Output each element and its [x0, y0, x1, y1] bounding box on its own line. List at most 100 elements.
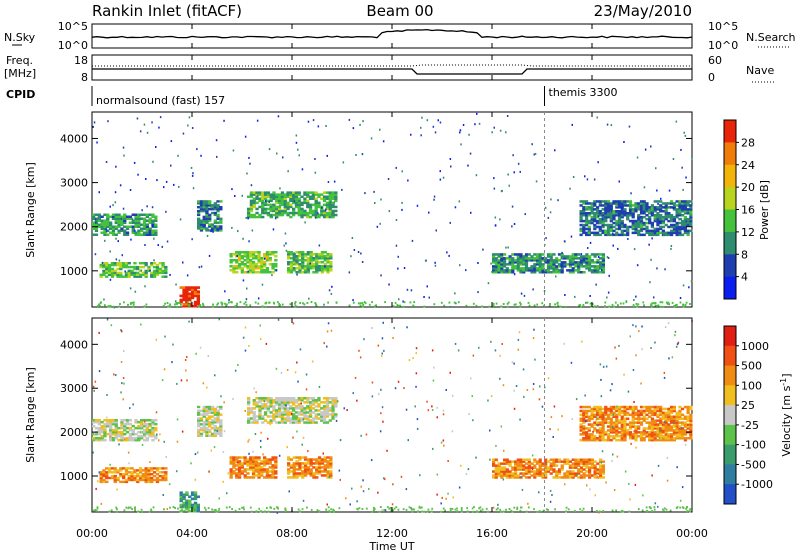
range-gate-cell: [292, 462, 296, 465]
range-gate-cell: [379, 222, 381, 225]
range-gate-cell: [678, 227, 682, 231]
range-gate-cell: [670, 429, 674, 432]
range-gate-cell: [292, 464, 296, 467]
range-gate-cell: [280, 191, 285, 194]
range-gate-cell: [516, 267, 520, 270]
range-gate-cell: [119, 265, 123, 269]
range-gate-cell: [141, 262, 145, 265]
cpid-segment-themis: themis 3300: [549, 86, 618, 99]
range-gate-cell: [604, 431, 608, 434]
range-gate-cell: [503, 470, 507, 473]
range-gate-cell: [265, 470, 270, 473]
range-gate-cell: [584, 175, 586, 178]
range-gate-cell: [179, 294, 183, 298]
range-gate-cell: [130, 273, 134, 276]
range-gate-cell: [533, 257, 537, 260]
range-gate-cell: [648, 217, 652, 221]
range-gate-cell: [280, 419, 285, 422]
range-gate-cell: [237, 265, 242, 268]
range-gate-cell: [516, 468, 520, 471]
range-gate-cell: [530, 474, 534, 477]
range-gate-cell: [260, 271, 264, 274]
range-gate-cell: [205, 409, 209, 412]
range-gate-cell: [97, 436, 101, 440]
range-gate-cell: [659, 301, 662, 304]
range-gate-cell: [249, 411, 254, 414]
range-gate-cell: [522, 466, 526, 469]
range-gate-cell: [111, 422, 116, 426]
range-gate-cell: [151, 432, 155, 436]
range-gate-cell: [163, 508, 165, 511]
range-gate-cell: [506, 305, 509, 308]
range-gate-cell: [289, 466, 294, 469]
range-gate-cell: [280, 213, 285, 217]
range-gate-cell: [164, 302, 166, 305]
range-gate-cell: [180, 303, 182, 306]
range-gate-cell: [249, 304, 252, 307]
range-gate-cell: [606, 208, 611, 211]
range-gate-cell: [666, 457, 669, 459]
range-gate-cell: [185, 499, 189, 503]
range-gate-cell: [331, 215, 335, 219]
range-gate-cell: [684, 303, 687, 306]
range-gate-cell: [587, 417, 591, 420]
range-gate-cell: [99, 473, 103, 476]
range-gate-cell: [277, 207, 282, 211]
range-gate-cell: [550, 198, 552, 201]
range-gate-cell: [533, 458, 537, 461]
range-gate-cell: [261, 195, 265, 198]
range-gate-cell: [514, 470, 518, 473]
range-gate-cell: [140, 420, 144, 424]
range-gate-cell: [620, 510, 622, 513]
range-gate-cell: [508, 472, 512, 475]
range-gate-cell: [546, 265, 551, 268]
range-gate-cell: [382, 140, 385, 143]
range-gate-cell: [449, 371, 451, 374]
range-gate-cell: [328, 419, 332, 422]
range-gate-cell: [675, 305, 678, 307]
range-gate-cell: [446, 251, 448, 254]
range-gate-cell: [111, 227, 116, 230]
range-gate-cell: [124, 469, 129, 472]
range-gate-cell: [188, 505, 192, 509]
range-gate-cell: [97, 428, 101, 432]
range-gate-cell: [568, 470, 572, 473]
range-gate-cell: [433, 366, 435, 369]
range-gate-cell: [582, 472, 586, 475]
range-gate-cell: [286, 415, 290, 418]
range-gate-cell: [656, 405, 660, 409]
range-gate-cell: [604, 219, 608, 223]
range-gate-cell: [500, 476, 504, 479]
range-gate-cell: [601, 257, 605, 260]
range-gate-cell: [247, 413, 251, 416]
range-gate-cell: [656, 425, 660, 428]
range-gate-cell: [601, 221, 605, 225]
range-gate-cell: [235, 267, 239, 270]
range-gate-cell: [109, 250, 111, 253]
range-gate-cell: [287, 267, 291, 270]
range-gate-cell: [275, 211, 279, 215]
range-gate-cell: [612, 221, 616, 225]
range-gate-cell: [571, 464, 575, 467]
range-gate-cell: [516, 466, 520, 469]
range-gate-cell: [571, 466, 575, 469]
range-gate-cell: [568, 259, 572, 262]
range-gate-cell: [469, 152, 472, 155]
range-gate-cell: [335, 301, 338, 304]
range-gate-cell: [440, 441, 443, 444]
range-gate-cell: [530, 259, 534, 262]
range-gate-cell: [117, 213, 121, 216]
range-gate-cell: [533, 470, 537, 473]
range-gate-cell: [650, 229, 654, 233]
range-gate-cell: [252, 411, 256, 414]
range-gate-cell: [240, 269, 244, 272]
range-gate-cell: [258, 409, 262, 412]
range-gate-cell: [626, 214, 630, 217]
range-gate-cell: [280, 197, 285, 200]
range-gate-cell: [249, 251, 253, 254]
range-gate-cell: [257, 302, 260, 305]
range-gate-cell: [585, 261, 589, 264]
range-gate-cell: [623, 419, 627, 422]
range-gate-cell: [620, 229, 624, 233]
range-gate-cell: [678, 225, 682, 229]
